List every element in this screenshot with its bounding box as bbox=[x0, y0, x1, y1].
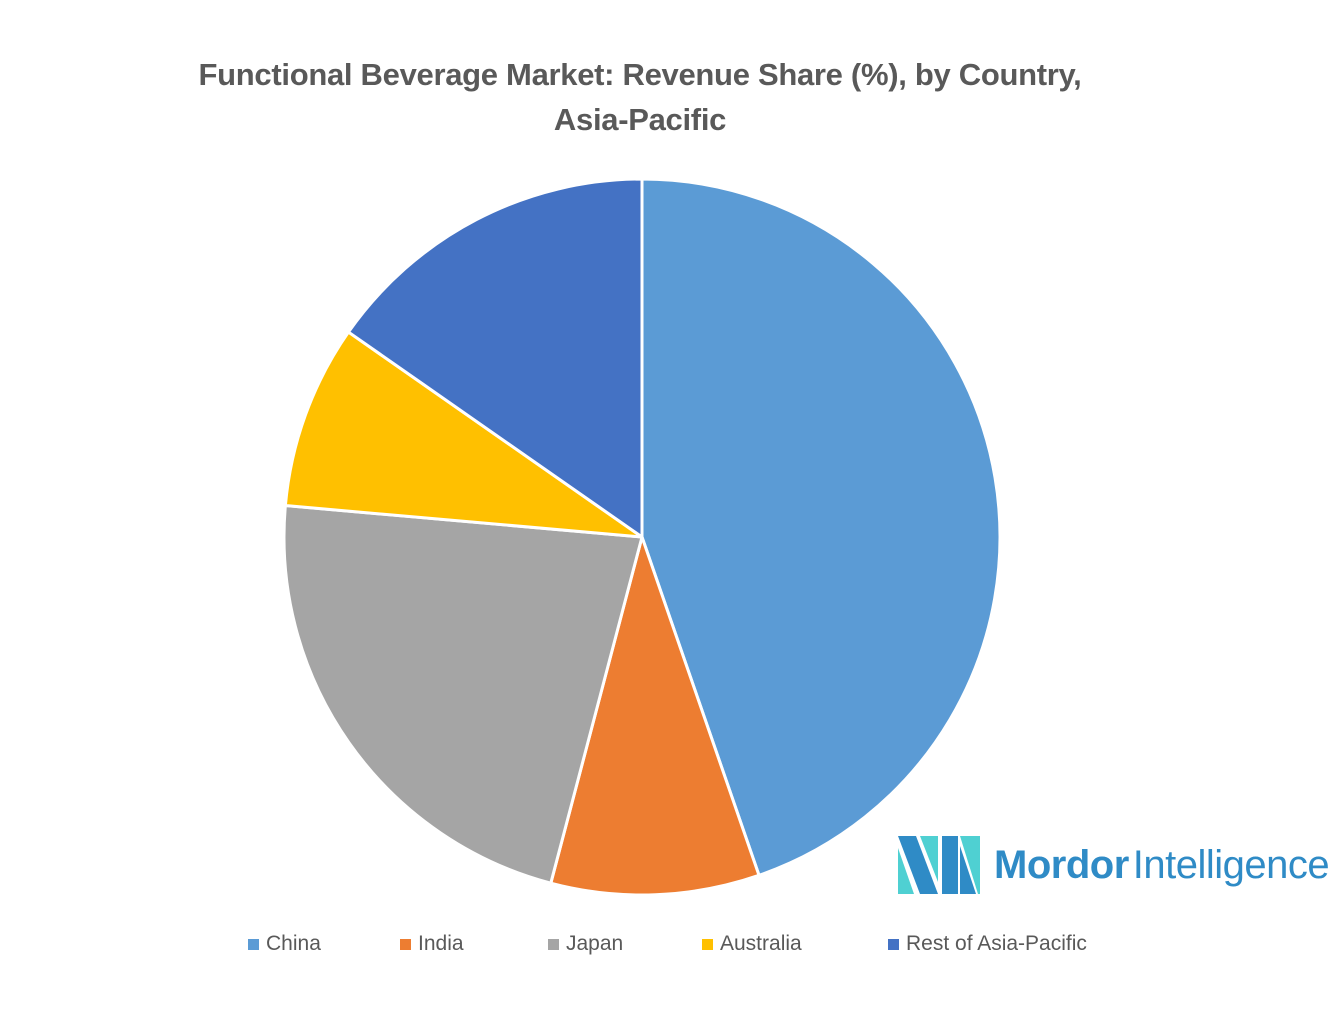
legend-label-japan: Japan bbox=[566, 932, 624, 955]
legend-label-india: India bbox=[418, 932, 464, 955]
chart-title: Functional Beverage Market: Revenue Shar… bbox=[0, 52, 1280, 142]
pie-slice-australia[interactable] bbox=[283, 330, 644, 539]
mordor-intelligence-logo: Mordor Intelligence bbox=[898, 836, 1330, 894]
pie-slice-china[interactable] bbox=[640, 177, 1002, 877]
legend-swatch-china bbox=[248, 938, 259, 950]
chart-title-line-1: Functional Beverage Market: Revenue Shar… bbox=[198, 57, 1082, 92]
legend-swatch-rest-of-asia-pacific bbox=[888, 938, 899, 950]
legend-item-australia[interactable]: Australia bbox=[702, 932, 802, 956]
legend-item-india[interactable]: India bbox=[400, 932, 464, 956]
legend-label-australia: Australia bbox=[720, 932, 802, 955]
pie-slice-india[interactable] bbox=[549, 535, 761, 897]
chart-title-line-2: Asia-Pacific bbox=[553, 102, 727, 137]
mordor-logo-icon bbox=[898, 836, 980, 894]
legend-item-rest-of-asia-pacific[interactable]: Rest of Asia-Pacific bbox=[888, 932, 1087, 956]
legend-swatch-australia bbox=[702, 938, 713, 950]
legend-item-japan[interactable]: Japan bbox=[548, 932, 623, 956]
legend-swatch-india bbox=[400, 938, 411, 950]
logo-text: Mordor Intelligence bbox=[994, 836, 1330, 894]
logo-brand-light: Intelligence bbox=[1132, 843, 1330, 887]
legend-label-rest-of-asia-pacific: Rest of Asia-Pacific bbox=[906, 932, 1087, 955]
legend-label-china: China bbox=[266, 932, 321, 955]
pie-slice-japan[interactable] bbox=[282, 504, 644, 885]
pie-slices bbox=[282, 177, 1002, 897]
pie-slice-rest-of-asia-pacific[interactable] bbox=[346, 177, 644, 539]
legend-item-china[interactable]: China bbox=[248, 932, 321, 956]
legend-swatch-japan bbox=[548, 938, 559, 950]
logo-brand-bold: Mordor bbox=[994, 843, 1129, 887]
